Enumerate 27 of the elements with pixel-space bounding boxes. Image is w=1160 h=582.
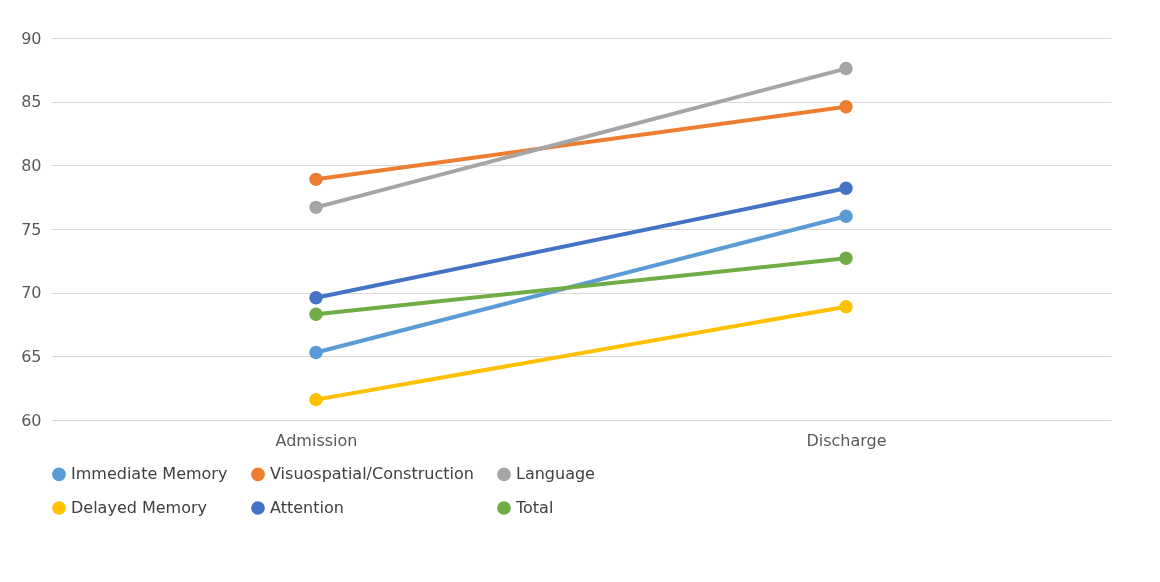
y-tick-label: 60 <box>21 410 42 430</box>
x-tick-label: Admission <box>275 430 358 450</box>
point <box>309 307 323 322</box>
y-tick-label: 65 <box>21 346 42 366</box>
y-tick-label: 90 <box>21 28 42 48</box>
point <box>839 251 853 265</box>
y-tick-label: 75 <box>21 219 42 239</box>
legend-label: Attention <box>270 498 344 517</box>
point <box>839 61 853 76</box>
point <box>839 100 853 114</box>
point <box>309 172 323 187</box>
point <box>839 181 853 195</box>
y-tick-label: 85 <box>21 92 42 112</box>
legend-label: Language <box>516 464 595 484</box>
x-tick-label: Discharge <box>806 430 887 450</box>
point <box>309 392 323 407</box>
legend-label: Total <box>515 498 554 517</box>
point <box>309 200 323 215</box>
y-tick-label: 70 <box>21 283 42 303</box>
point <box>309 291 323 305</box>
legend-label: Delayed Memory <box>71 498 208 517</box>
legend-label: Immediate Memory <box>71 464 228 484</box>
legend-label: Visuospatial/Construction <box>270 464 474 484</box>
y-tick-label: 80 <box>21 155 42 175</box>
point <box>309 345 323 360</box>
point <box>839 209 853 223</box>
point <box>839 299 853 314</box>
